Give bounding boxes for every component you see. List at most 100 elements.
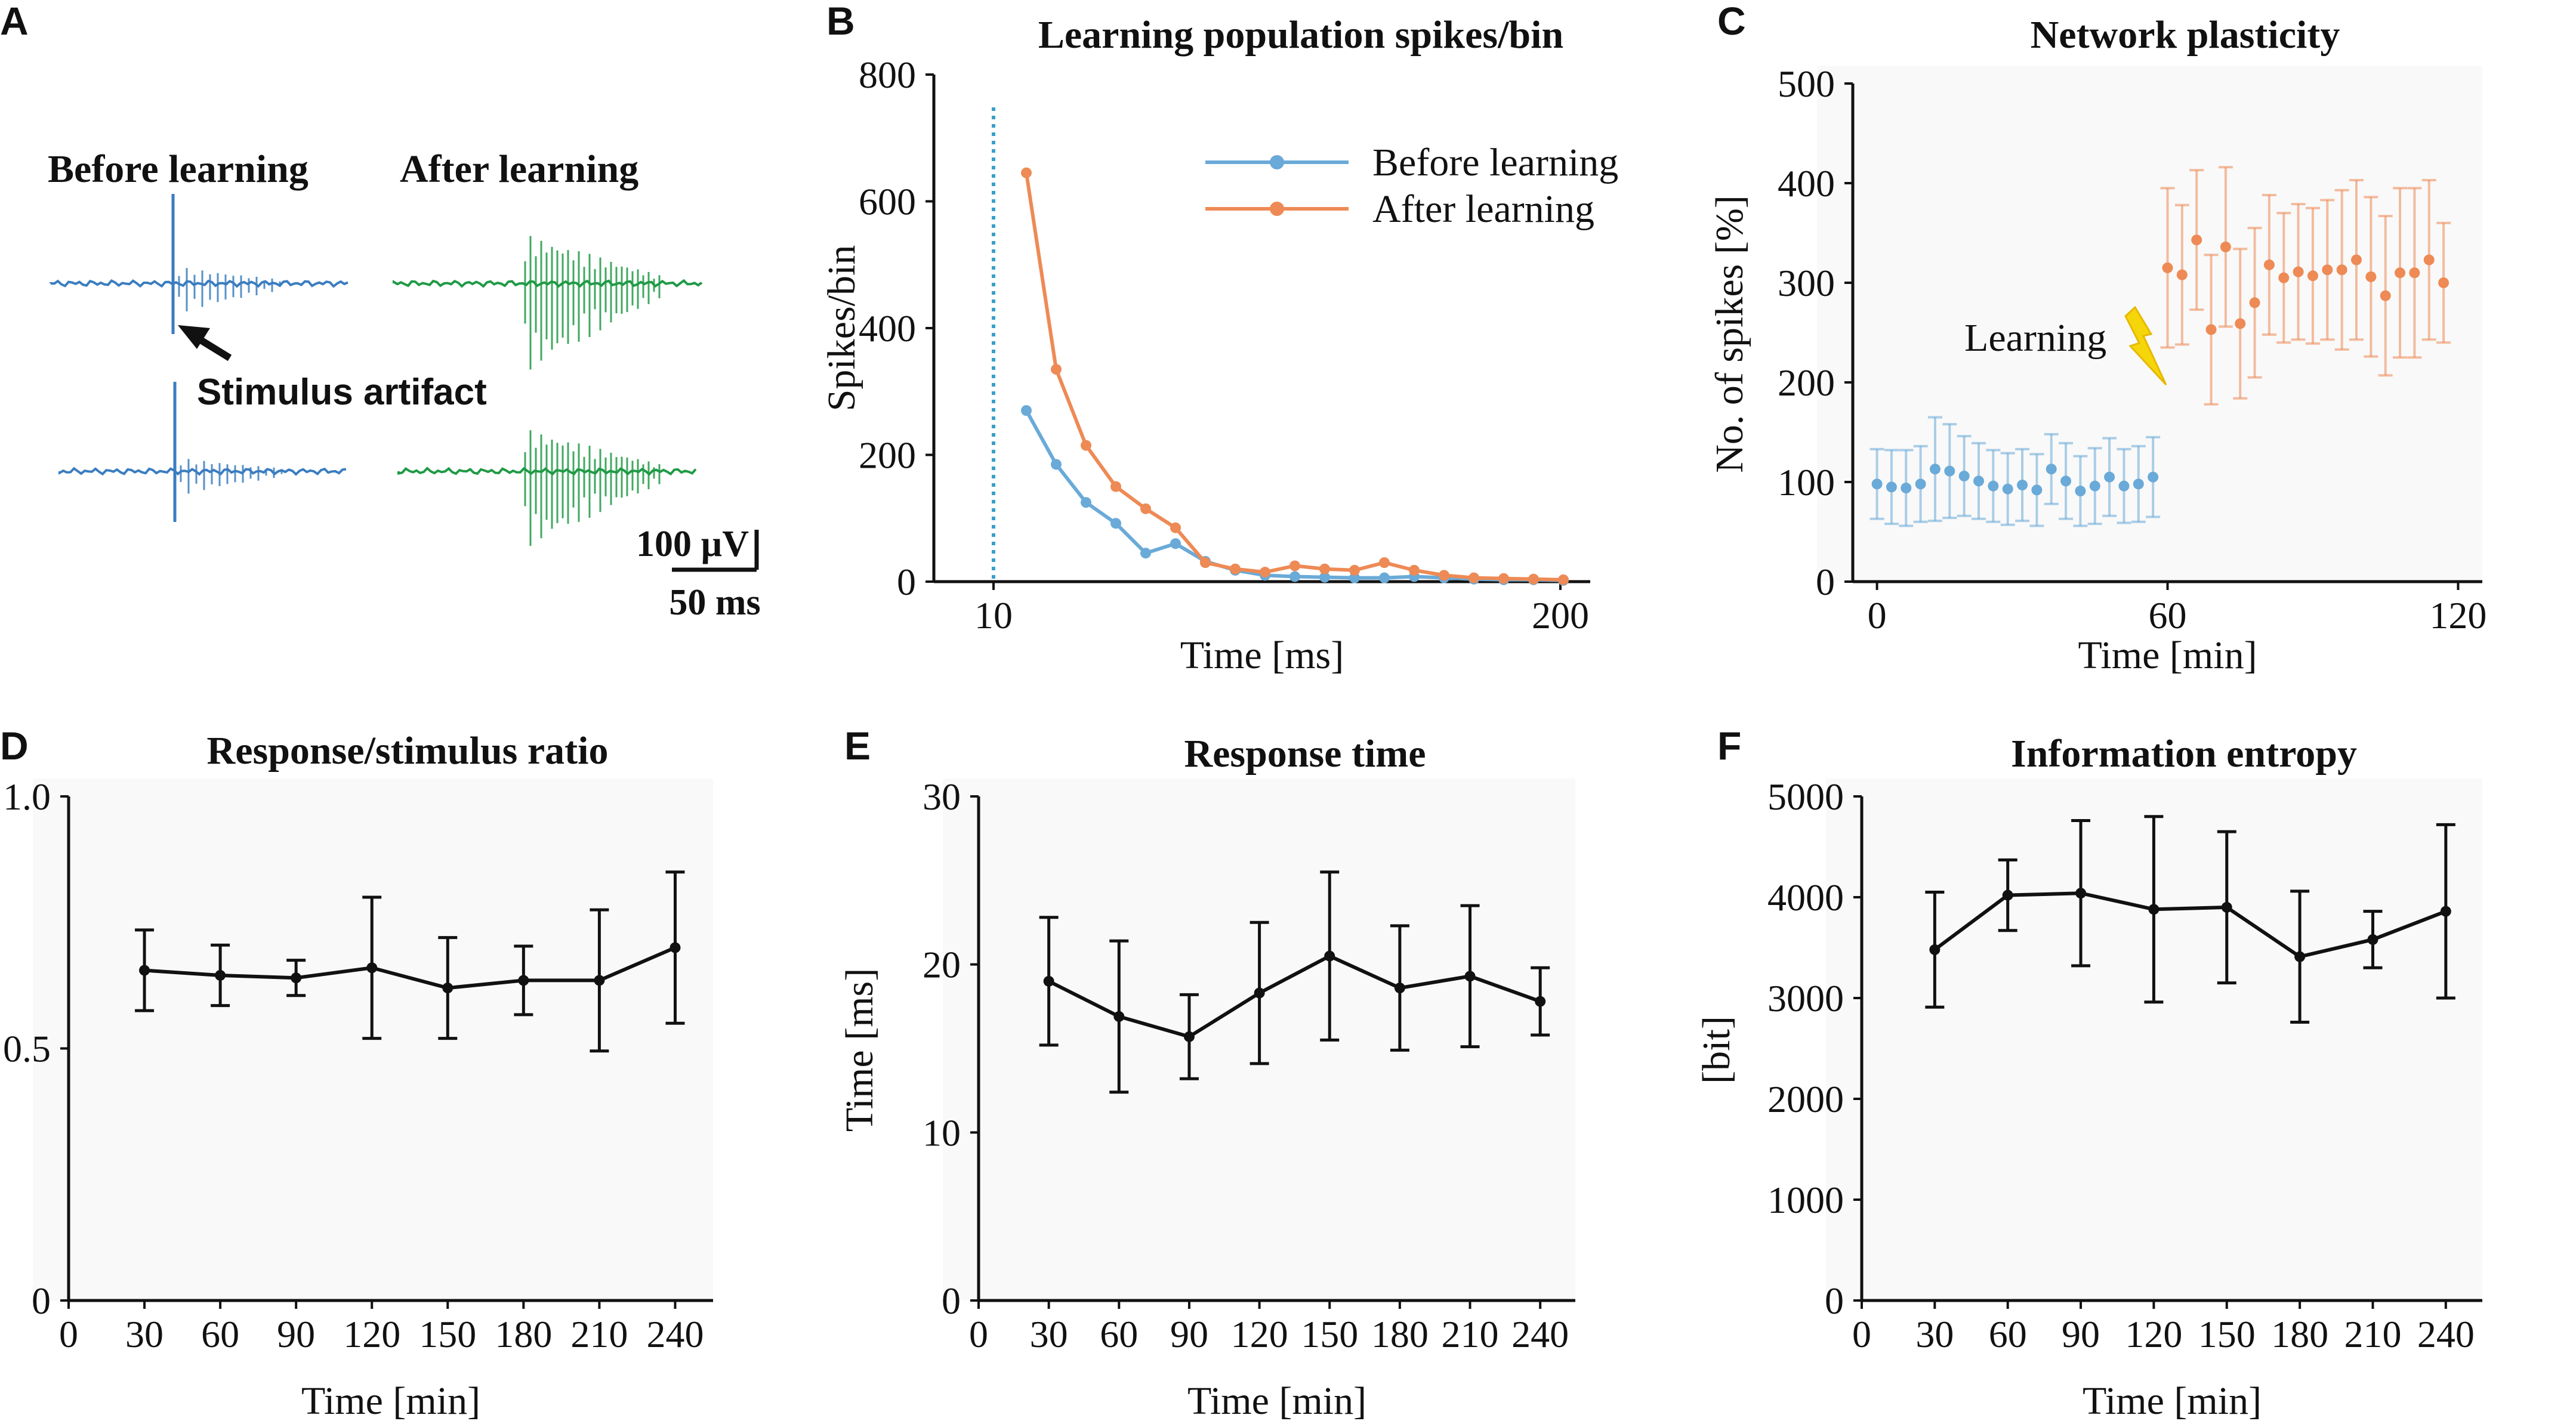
y-tick-label: 1.0	[3, 776, 51, 818]
data-point	[1110, 518, 1121, 529]
data-point	[1319, 572, 1330, 583]
y-tick-label: 500	[1778, 63, 1835, 105]
legend-marker	[1270, 155, 1284, 169]
x-tick-label: 150	[419, 1313, 476, 1355]
x-tick-label: 90	[1170, 1313, 1208, 1355]
data-point	[1871, 478, 1883, 490]
data-point	[1043, 975, 1054, 987]
data-point	[2367, 934, 2378, 945]
x-tick-label: 200	[1532, 594, 1589, 637]
chart-title: Network plasticity	[2031, 13, 2340, 57]
y-tick-label: 0.5	[3, 1028, 51, 1070]
data-point	[1886, 481, 1897, 493]
x-tick-label: 120	[1231, 1313, 1288, 1355]
data-point	[1183, 1031, 1195, 1042]
series-line	[1933, 891, 2447, 959]
y-tick-label: 10	[923, 1111, 961, 1154]
data-point	[1409, 564, 1420, 576]
data-point	[1958, 470, 1970, 481]
data-point	[1973, 475, 1984, 487]
y-tick-label: 1000	[1767, 1179, 1844, 1221]
x-tick-label: 60	[1989, 1313, 2027, 1355]
x-tick-label: 0	[1868, 594, 1887, 637]
scale-voltage-label: 100 µV	[636, 524, 749, 564]
data-point	[1394, 983, 1405, 994]
data-point	[2118, 480, 2130, 492]
y-tick-label: 4000	[1767, 876, 1844, 919]
data-point	[1528, 573, 1539, 585]
x-tick-label: 240	[2417, 1313, 2475, 1355]
y-tick-label: 800	[859, 54, 916, 96]
x-tick-label: 120	[343, 1313, 400, 1355]
x-tick-label: 180	[1371, 1313, 1429, 1355]
series-line	[1048, 954, 1541, 1039]
data-point	[2075, 888, 2087, 899]
data-point	[1349, 564, 1360, 576]
after-learning-label: After learning	[400, 147, 638, 191]
data-point	[1929, 464, 1941, 475]
data-point	[1113, 1011, 1125, 1022]
data-point	[291, 972, 302, 984]
data-point	[2336, 264, 2347, 276]
data-point	[518, 975, 529, 986]
x-tick-label: 30	[1915, 1313, 1954, 1355]
data-point	[2031, 484, 2043, 496]
x-tick-label: 90	[2062, 1313, 2100, 1355]
data-point	[1230, 563, 1241, 574]
x-axis-label: Time [min]	[1187, 1379, 1366, 1421]
series-line	[144, 946, 676, 990]
data-point	[2351, 254, 2362, 265]
x-tick-label: 240	[1511, 1313, 1569, 1355]
data-point	[2293, 266, 2304, 277]
panel-letter: C	[1717, 0, 1746, 43]
data-point	[1140, 503, 1151, 514]
x-tick-label: 120	[2429, 594, 2486, 637]
artifact-arrow	[178, 325, 232, 362]
data-point	[215, 969, 226, 981]
y-tick-label: 0	[942, 1280, 961, 1322]
y-tick-label: 400	[859, 307, 916, 350]
data-point	[1915, 478, 1926, 490]
neural-traces	[50, 194, 703, 546]
panel-c: C Network plasticity 0 100 200 300 400 500 0 60 12…	[1708, 0, 2486, 677]
data-point	[1439, 570, 1449, 581]
x-tick-label: 90	[277, 1313, 315, 1355]
y-tick-label: 200	[1778, 362, 1835, 404]
x-tick-label: 30	[1030, 1313, 1068, 1355]
y-tick-label: 0	[1825, 1280, 1844, 1322]
data-point	[2104, 471, 2115, 483]
chart-title: Information entropy	[2011, 732, 2357, 776]
x-tick-label: 180	[2271, 1313, 2328, 1355]
x-tick-label: 0	[969, 1313, 988, 1355]
data-point	[1254, 987, 1265, 999]
x-tick-label: 210	[570, 1313, 628, 1355]
x-axis-label: Time [min]	[301, 1379, 480, 1421]
data-point	[2395, 267, 2406, 279]
x-tick-label: 60	[1100, 1313, 1138, 1355]
panel-f: F Information entropy 0 1000 2000 3000 4000 500…	[1695, 724, 2482, 1421]
data-point	[2133, 478, 2144, 490]
panel-e: E Response time 0 10 20 30 0 30 60 90 120 150 180 210…	[838, 724, 1575, 1421]
x-tick-label: 60	[2149, 594, 2187, 637]
chart-title: Response time	[1184, 732, 1426, 776]
x-tick-label: 180	[495, 1313, 552, 1355]
data-point	[1988, 480, 1999, 492]
x-tick-label: 0	[59, 1313, 78, 1355]
legend-marker	[1270, 202, 1284, 216]
y-tick-label: 100	[1778, 461, 1835, 503]
x-axis-label: Time [min]	[2078, 634, 2257, 677]
plot-background	[1817, 66, 2482, 582]
panel-a-letter: A	[0, 0, 29, 43]
data-point	[2294, 951, 2306, 962]
legend-label: Before learning	[1372, 141, 1618, 184]
data-point	[1170, 522, 1181, 533]
data-point	[1944, 465, 1955, 477]
x-tick-label: 210	[2344, 1313, 2401, 1355]
data-point	[2002, 483, 2013, 495]
data-point	[2148, 904, 2159, 915]
panel-letter: E	[844, 724, 871, 768]
data-point	[1498, 573, 1509, 584]
data-point	[2249, 297, 2260, 308]
learning-annotation: Learning	[1964, 316, 2106, 360]
